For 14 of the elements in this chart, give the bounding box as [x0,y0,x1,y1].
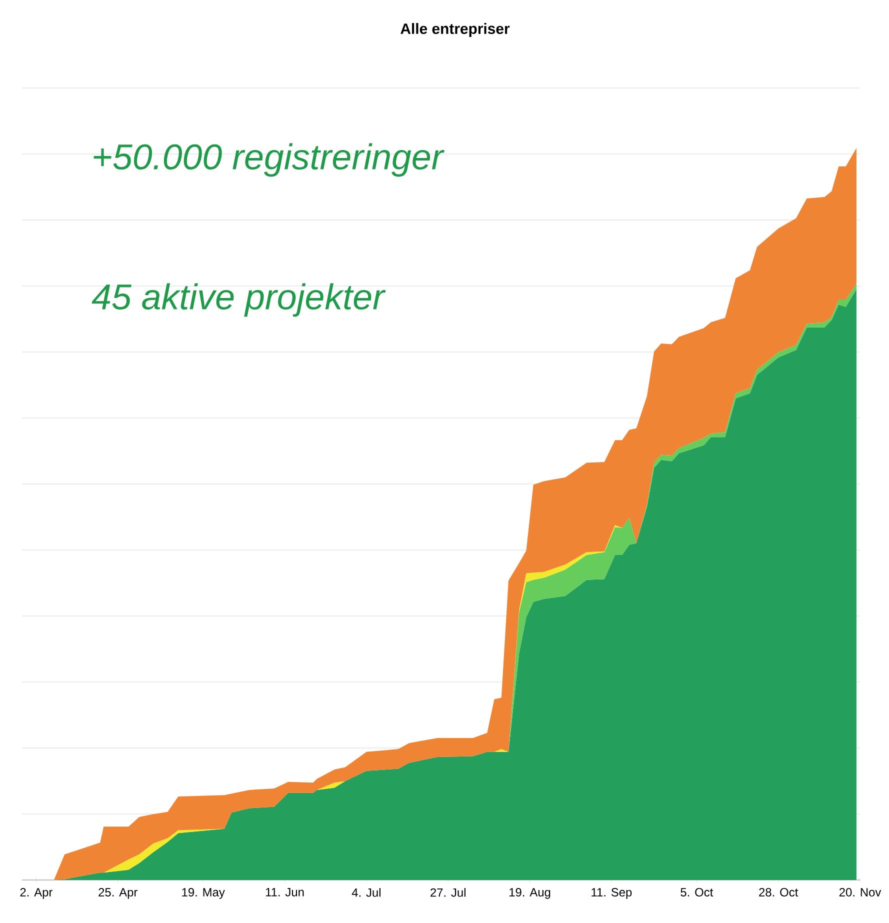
x-tick-label: 4. Jul [352,888,380,897]
x-tick-label: 11. Sep [592,888,632,899]
x-tick-label: 20. Nov [839,888,882,896]
x-tick-label: 28. Oct [759,888,798,896]
x-tick-label: 25. Apr [98,888,138,899]
x-tick-label: 27. Jul [430,888,466,897]
x-tick-label: 19. Aug [510,888,550,899]
x-tick-label: 2. Apr [20,888,52,899]
annotation: +50.000 registreringer [94,143,445,177]
x-tick-label: 19. May [182,888,225,899]
x-tick-label: 5. Oct [680,888,714,896]
annotation: 45 aktive projekter [92,283,386,317]
x-tick-label: 11. Jun [266,888,304,896]
chart-title: Alle entrepriser [400,23,510,37]
